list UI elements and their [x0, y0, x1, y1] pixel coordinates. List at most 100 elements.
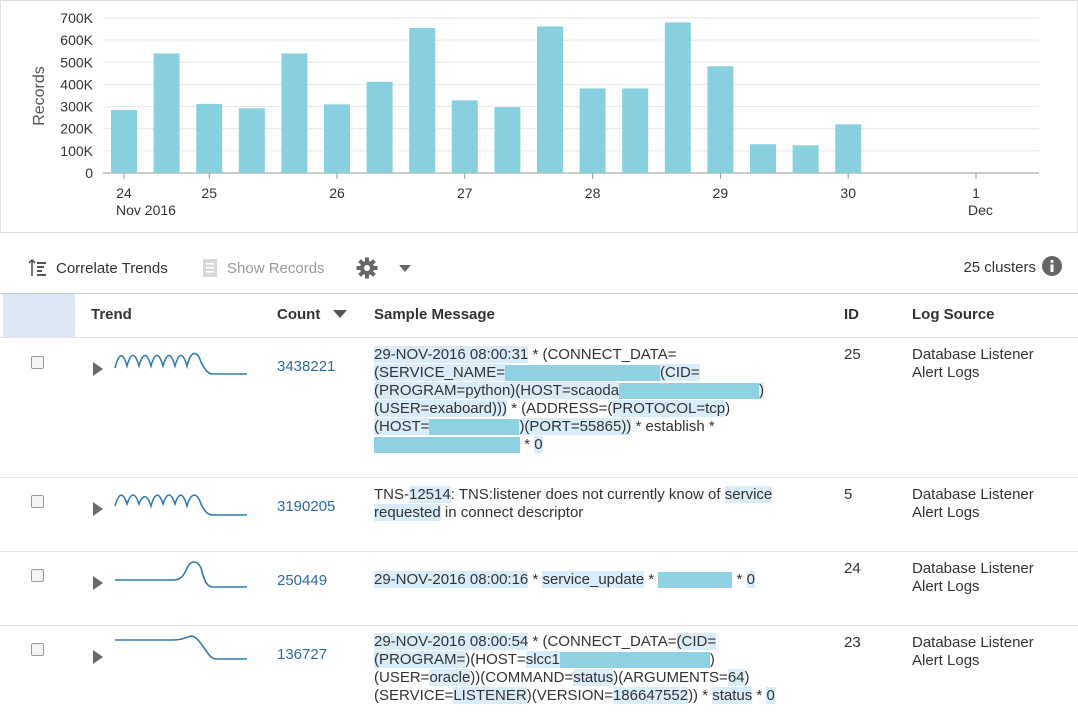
y-tick-label: 600K: [60, 32, 93, 48]
row-log-source: Database Listener Alert Logs: [912, 486, 1034, 521]
show-records-label: Show Records: [227, 259, 325, 277]
x-tick-label: 27: [457, 185, 473, 201]
histogram-bar: [537, 26, 563, 173]
correlate-trends-label: Correlate Trends: [56, 259, 168, 277]
x-tick-label: 25: [201, 185, 217, 201]
trend-sparkline: [114, 352, 247, 375]
histogram-bar: [409, 27, 436, 174]
histogram-bar: [281, 53, 308, 173]
x-tick-label: 29: [713, 185, 729, 201]
cluster-count: 25 clusters: [963, 259, 1036, 276]
cluster-toolbar: Correlate Trends Show Records: [0, 233, 1078, 293]
records-histogram: 0 100K 200K 300K 400K 500K 600K 700K Records 24No…: [31, 10, 1039, 218]
row-count[interactable]: 136727: [277, 646, 328, 663]
clusters-table: Trend Count Sample Message ID Log Source…: [0, 293, 1078, 722]
y-axis-label: Records: [31, 66, 48, 126]
histogram-bar: [111, 109, 137, 173]
y-tick-label: 0: [85, 165, 93, 181]
redacted-block: [374, 437, 520, 454]
sample-message: 29-NOV-2016 08:00:16 * service_update * …: [374, 571, 755, 589]
id-column-header[interactable]: ID: [844, 306, 859, 323]
x-tick-label: 24: [116, 185, 132, 201]
sample-message: TNS-12514: TNS:listener does not current…: [374, 486, 773, 521]
settings-button[interactable]: [356, 257, 378, 279]
histogram-bar: [579, 88, 606, 173]
histogram-bar: [238, 108, 265, 173]
expand-row-icon[interactable]: [93, 576, 103, 590]
table-row[interactable]: 3438221 29-NOV-2016 08:00:31 * (CONNECT_…: [0, 338, 1078, 478]
redacted-block: [429, 419, 520, 436]
histogram-bar: [750, 144, 776, 173]
table-header: Trend Count Sample Message ID Log Source: [0, 294, 1078, 338]
histogram-bar: [196, 103, 223, 173]
expand-row-icon[interactable]: [93, 650, 103, 664]
row-count[interactable]: 3190205: [277, 498, 336, 515]
records-histogram-panel: 0 100K 200K 300K 400K 500K 600K 700K Records 24 No…: [0, 0, 1078, 233]
sample-message: 29-NOV-2016 08:00:54 * (CONNECT_DATA=(CI…: [374, 633, 775, 704]
x-tick-label: 30: [840, 185, 856, 201]
count-header-label: Count: [277, 306, 321, 323]
histogram-bar: [324, 104, 350, 173]
trend-column-header[interactable]: Trend: [91, 306, 132, 323]
show-records-button[interactable]: Show Records: [202, 257, 325, 279]
row-checkbox[interactable]: [31, 569, 44, 582]
info-icon[interactable]: [1042, 256, 1062, 276]
gear-icon: [356, 257, 378, 279]
source-column-header[interactable]: Log Source: [912, 306, 995, 323]
row-log-source: Database Listener Alert Logs: [912, 634, 1034, 669]
redacted-block: [619, 383, 760, 400]
row-log-source: Database Listener Alert Logs: [912, 346, 1034, 381]
row-count[interactable]: 250449: [277, 572, 328, 589]
histogram-bar: [792, 145, 819, 173]
y-tick-label: 700K: [60, 10, 93, 26]
x-tick-sublabel: Dec: [968, 202, 993, 218]
row-count[interactable]: 3438221: [277, 358, 336, 375]
histogram-bar: [494, 107, 521, 173]
x-tick-sublabel: Nov 2016: [116, 202, 176, 218]
row-id: 23: [844, 634, 861, 651]
y-tick-label: 200K: [60, 121, 93, 137]
histogram-bar: [451, 100, 478, 173]
trend-sparkline: [115, 635, 247, 660]
sort-desc-icon[interactable]: [332, 309, 347, 319]
x-tick-label: 26: [329, 185, 345, 201]
row-id: 24: [844, 560, 861, 577]
table-row[interactable]: 250449 29-NOV-2016 08:00:16 * service_up…: [0, 552, 1078, 626]
y-tick-label: 500K: [60, 54, 93, 70]
y-tick-label: 300K: [60, 99, 93, 115]
settings-dropdown-button[interactable]: [398, 257, 412, 279]
redacted-block: [559, 652, 710, 669]
count-column-header[interactable]: Count: [277, 306, 347, 323]
document-icon: [203, 259, 217, 277]
sample-message: 29-NOV-2016 08:00:31 * (CONNECT_DATA= (S…: [374, 346, 765, 454]
expand-row-icon[interactable]: [93, 362, 103, 376]
correlate-icon: [28, 258, 46, 276]
trend-sparkline: [115, 561, 247, 588]
row-log-source: Database Listener Alert Logs: [912, 560, 1034, 595]
histogram-bar: [153, 53, 180, 173]
select-column-header: [3, 294, 75, 337]
expand-row-icon[interactable]: [93, 502, 103, 516]
row-checkbox[interactable]: [31, 356, 44, 369]
y-tick-label: 400K: [60, 76, 93, 92]
row-id: 5: [844, 486, 853, 503]
correlate-trends-button[interactable]: Correlate Trends: [28, 257, 168, 279]
histogram-bar: [835, 124, 862, 173]
x-tick-label: 28: [585, 185, 601, 201]
message-column-header[interactable]: Sample Message: [374, 306, 495, 323]
trend-sparkline: [114, 494, 247, 516]
caret-down-icon: [399, 265, 411, 272]
y-tick-label: 100K: [60, 143, 93, 159]
table-row[interactable]: 136727 29-NOV-2016 08:00:54 * (CONNECT_D…: [0, 626, 1078, 722]
histogram-bar: [707, 66, 734, 173]
row-checkbox[interactable]: [31, 495, 44, 508]
x-tick-label: 1: [972, 185, 980, 201]
table-row[interactable]: 3190205 TNS-12514: TNS:listener does not…: [0, 478, 1078, 552]
redacted-block: [658, 572, 733, 589]
histogram-bar: [622, 88, 649, 173]
row-checkbox[interactable]: [31, 643, 44, 656]
histogram-bar: [664, 22, 691, 173]
histogram-bar: [366, 81, 393, 173]
row-id: 25: [844, 346, 861, 363]
redacted-block: [505, 365, 661, 382]
